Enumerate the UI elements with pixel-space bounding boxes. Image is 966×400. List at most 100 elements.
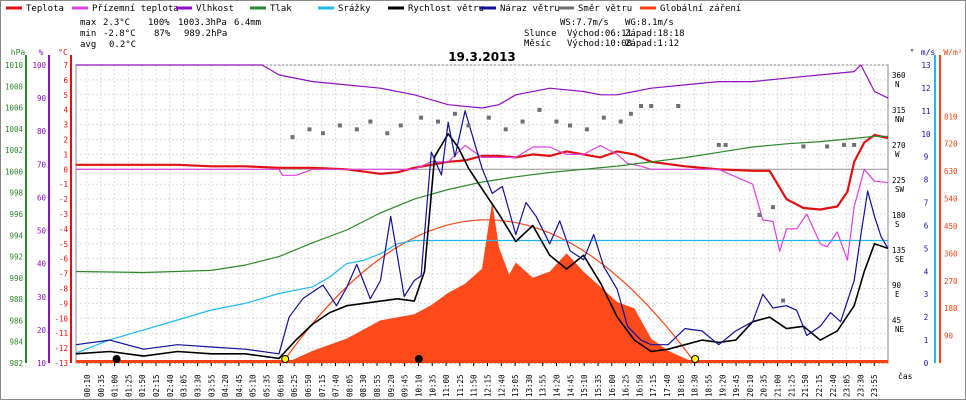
radiation-baseline — [76, 360, 888, 363]
legend-label: Rychlost větru — [408, 4, 484, 14]
temperature-tick-label: 5 — [63, 91, 68, 100]
wind-direction-point — [618, 119, 623, 124]
chart-legend: Teplota Přízemní teplota Vlhkost Tlak Srážky… — [6, 4, 741, 14]
humidity-tick-label: 100 — [32, 61, 46, 70]
stat-min-label: min — [80, 29, 96, 39]
temperature-tick-label: 3 — [63, 121, 68, 130]
sunset-marker — [691, 355, 700, 363]
temperature-tick-label: -2 — [59, 195, 68, 204]
x-tick-label: 13:55 — [539, 374, 548, 397]
x-tick-label: 01:50 — [138, 374, 147, 397]
astro-markers — [112, 355, 700, 363]
x-tick-label: 21:50 — [801, 374, 810, 397]
x-tick-label: 20:10 — [746, 374, 755, 397]
x-tick-label: 12:15 — [484, 374, 493, 397]
wind-speed-tick-label: 11 — [921, 107, 930, 116]
legend-label: Globální záření — [660, 4, 741, 14]
stats-block: max 2.3°C 100% 1003.3hPa 6.4mm min -2.8°… — [80, 18, 261, 50]
pressure-tick-label: 1010 — [5, 61, 24, 70]
pressure-tick-label: 984 — [9, 338, 23, 347]
pressure-tick-label: 992 — [9, 253, 23, 262]
x-tick-label: 03:05 — [180, 374, 189, 397]
wind-direction-compass-label: S — [895, 220, 900, 229]
radiation-tick-label: 810 — [944, 112, 958, 121]
x-tick-label: 08:55 — [373, 374, 382, 397]
stat-max-temp: 2.3°C — [103, 18, 130, 28]
wind-direction-point — [825, 144, 830, 149]
moon-label: Měsíc — [524, 39, 551, 49]
humidity-tick-label: 60 — [37, 193, 47, 202]
x-axis-label: čas — [898, 371, 913, 381]
wind-direction-compass-label: N — [895, 80, 900, 89]
wind-direction-tick-label: 270 — [892, 141, 906, 150]
wind-speed-tick-label: 5 — [924, 244, 929, 253]
pressure-tick-label: 1008 — [5, 82, 24, 91]
temperature-tick-label: -11 — [54, 329, 68, 338]
wind-direction-point — [628, 111, 633, 116]
stat-max-rain: 6.4mm — [234, 18, 261, 28]
wind-direction-point — [716, 142, 721, 147]
moon-set: Západ:1:12 — [625, 39, 679, 49]
wind-speed-tick-label: 4 — [924, 267, 929, 276]
series-sr-ky — [75, 239, 888, 354]
temperature-tick-label: -5 — [59, 240, 68, 249]
pressure-axis-unit: hPa — [11, 48, 26, 57]
x-tick-label: 16:25 — [622, 374, 631, 397]
wind-speed-tick-label: 7 — [924, 199, 929, 208]
x-tick-label: 22:15 — [815, 374, 824, 397]
x-tick-label: 06:00 — [276, 374, 285, 397]
sun-label: Slunce — [524, 29, 557, 39]
wind-direction-tick-label: 225 — [892, 176, 906, 185]
wind-direction-point — [757, 212, 762, 217]
series-n-raz-v-tru — [75, 110, 889, 355]
wind-direction-point — [290, 135, 295, 140]
radiation-axis-unit: W/m² — [943, 48, 962, 57]
wind-direction-axis-unit: ° — [910, 48, 915, 57]
astro-info: WS:7.7m/s WG:8.1m/s Slunce Východ:06:11 … — [524, 18, 685, 49]
wind-direction-compass-label: NE — [895, 325, 905, 334]
x-tick-label: 17:15 — [649, 374, 658, 397]
wind-speed-tick-label: 6 — [924, 221, 929, 230]
temperature-tick-label: 6 — [63, 76, 68, 85]
pressure-tick-label: 1006 — [5, 104, 24, 113]
x-tick-label: 09:45 — [401, 374, 410, 397]
wind-direction-point — [398, 123, 403, 128]
x-tick-label: 19:45 — [732, 374, 741, 397]
wind-direction-compass-label: W — [895, 150, 900, 159]
x-tick-label: 22:40 — [829, 374, 838, 397]
wind-direction-point — [852, 142, 857, 147]
x-tick-label: 21:00 — [774, 374, 783, 397]
stat-max-press: 1003.3hPa — [178, 18, 227, 28]
x-axis: 00:10 00:35 01:00 01:25 01:50 02:15 02:40 03:05… — [83, 363, 879, 397]
moon-set-marker — [112, 355, 121, 363]
x-tick-label: 02:15 — [152, 374, 161, 397]
wind-speed-tick-label: 9 — [924, 153, 929, 162]
radiation-tick-label: 630 — [944, 167, 958, 176]
wind-gust-max: WG:8.1m/s — [625, 18, 674, 28]
radiation-tick-label: 540 — [944, 195, 958, 204]
wind-direction-tick-label: 180 — [892, 211, 906, 220]
wind-direction-point — [567, 123, 572, 128]
series-layer — [75, 64, 889, 360]
humidity-axis-unit: % — [39, 48, 44, 57]
x-tick-label: 10:10 — [414, 374, 423, 397]
x-tick-label: 18:05 — [677, 374, 686, 397]
wind-direction-point — [368, 119, 373, 124]
right-axes: °360N315NW270W225SW180S135SE90E45NEm/s13… — [892, 48, 963, 368]
temperature-tick-label: -12 — [54, 344, 68, 353]
x-tick-label: 10:35 — [428, 374, 437, 397]
x-tick-label: 00:10 — [83, 374, 92, 397]
pressure-tick-label: 994 — [9, 231, 23, 240]
wind-direction-point — [419, 115, 424, 120]
x-tick-label: 11:25 — [456, 374, 465, 397]
x-tick-label: 03:30 — [193, 374, 202, 397]
pressure-tick-label: 996 — [9, 210, 23, 219]
x-tick-label: 05:10 — [249, 374, 258, 397]
temperature-tick-label: -7 — [59, 270, 68, 279]
temperature-tick-label: 1 — [63, 150, 68, 159]
pressure-tick-label: 998 — [9, 189, 23, 198]
x-tick-label: 07:15 — [318, 374, 327, 397]
x-tick-label: 12:40 — [497, 374, 506, 397]
wind-direction-point — [601, 115, 606, 120]
